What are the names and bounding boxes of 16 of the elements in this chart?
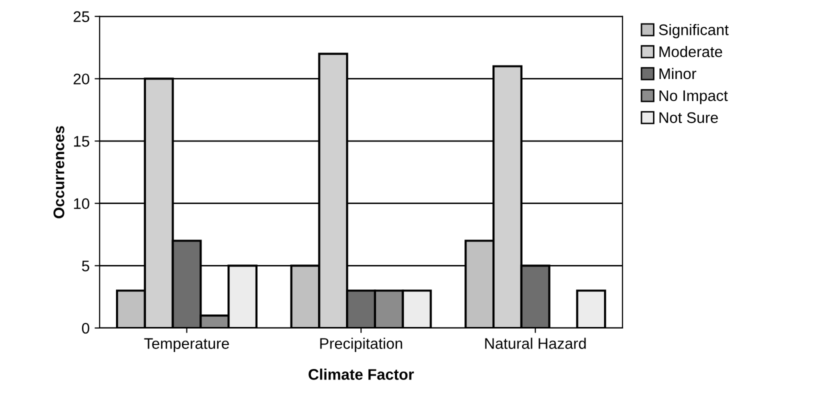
legend-label: Significant [658, 24, 729, 38]
legend-label: Not Sure [660, 112, 718, 124]
x-axis-title: Climate Factor [308, 368, 414, 380]
y-axis-title: Occurrences [53, 126, 64, 218]
y-tick-label: 20 [74, 74, 90, 84]
legend-label: No Impact [660, 90, 728, 104]
y-tick-label: 10 [74, 198, 90, 210]
x-tick-label: Temperature [144, 338, 229, 352]
legend-label: Moderate [660, 46, 722, 58]
x-tick-label: Precipitation [320, 338, 402, 352]
y-tick-label: 0 [82, 322, 90, 334]
y-tick-label: 25 [74, 11, 90, 22]
legend-label: Minor [660, 68, 696, 80]
y-tick-label: 15 [74, 136, 90, 147]
y-tick-label: 5 [82, 260, 90, 272]
x-tick-label: Natural Hazard [485, 338, 586, 349]
